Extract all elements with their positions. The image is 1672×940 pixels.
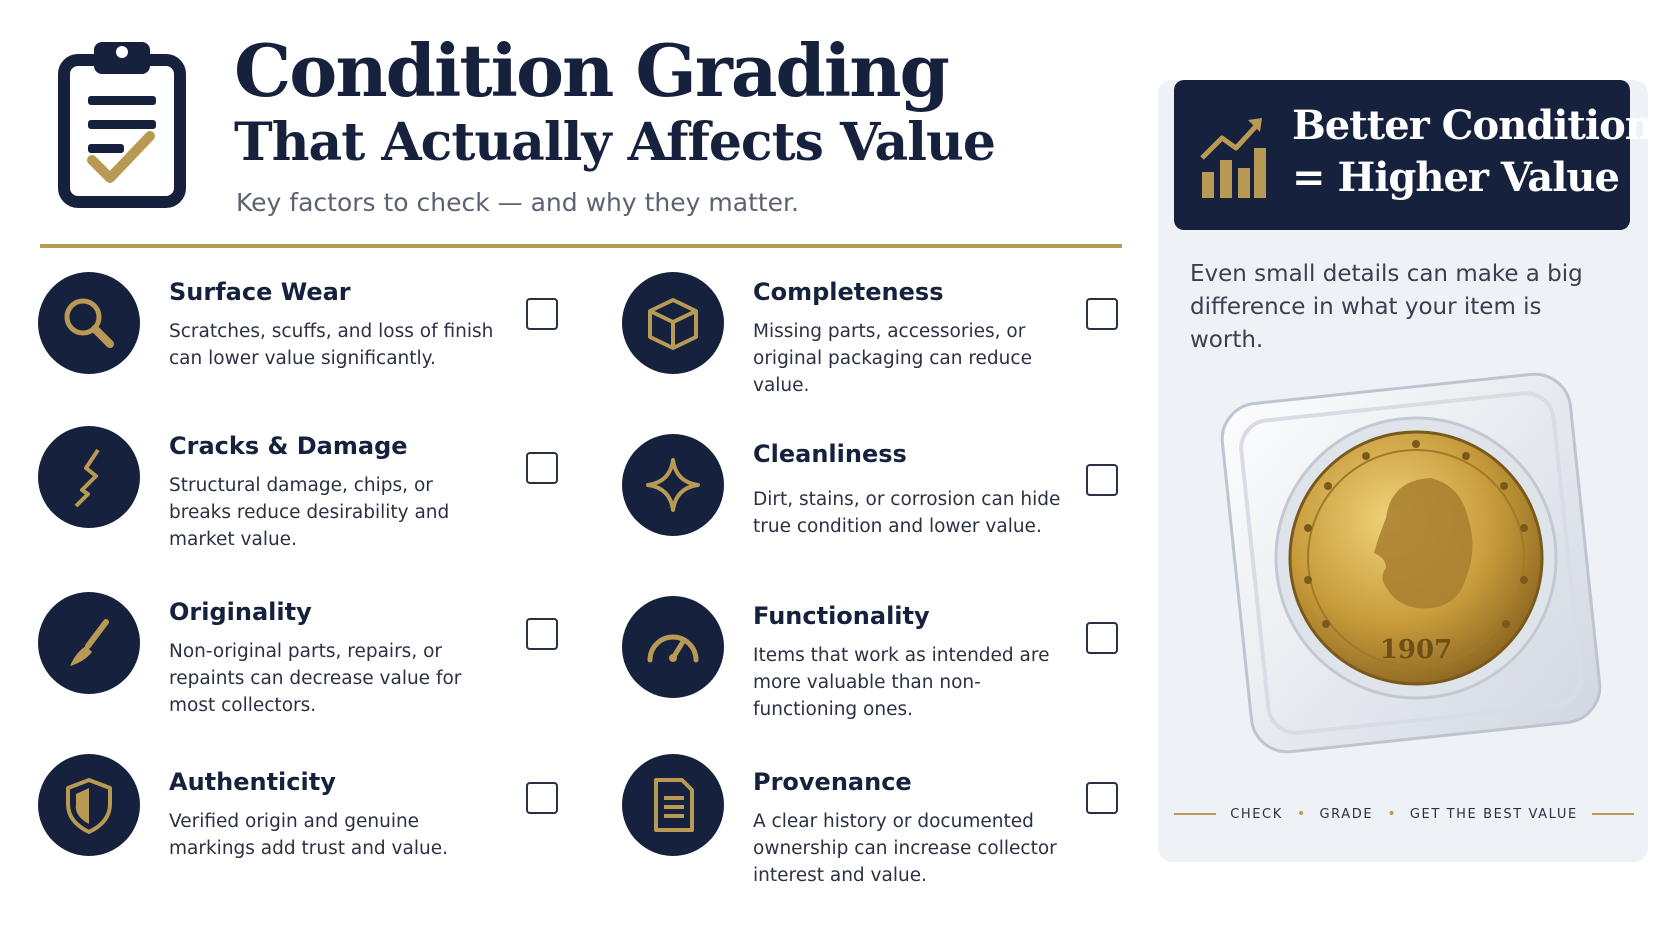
document-icon: [622, 754, 724, 856]
coin-year: 1907: [1380, 635, 1452, 665]
factor-checkbox[interactable]: [526, 298, 558, 330]
box-icon: [622, 272, 724, 374]
factor-title: Originality: [169, 598, 312, 626]
factor-checkbox[interactable]: [1086, 782, 1118, 814]
factor-description: A clear history or documented ownership …: [753, 811, 1057, 886]
value-banner: Better Condition = Higher Value: [1174, 80, 1654, 230]
factor-item-surface-wear: Surface Wear Scratches, scuffs, and loss…: [38, 272, 598, 402]
factor-item-cleanliness: Cleanliness Dirt, stains, or corrosion c…: [622, 434, 1182, 564]
page-tagline: Key factors to check — and why they matt…: [236, 188, 799, 217]
footer-tag-best-value: GET THE BEST VALUE: [1409, 806, 1578, 822]
banner-heading-line1: Better Condition: [1292, 102, 1654, 149]
factor-checkbox[interactable]: [1086, 622, 1118, 654]
factor-description: Scratches, scuffs, and loss of finish ca…: [169, 321, 494, 369]
coin-in-capsule-image: 1907: [1220, 372, 1602, 754]
bar-chart-up-icon: [1200, 118, 1266, 198]
factor-description: Structural damage, chips, or breaks redu…: [169, 475, 450, 550]
footer-rule-right: [1592, 813, 1634, 815]
factor-item-cracks-damage: Cracks & Damage Structural damage, chips…: [38, 426, 598, 556]
factor-description: Non-original parts, repairs, or repaints…: [169, 641, 462, 716]
factor-item-functionality: Functionality Items that work as intende…: [622, 596, 1182, 726]
shield-icon: [38, 754, 140, 856]
footer-rule-left: [1174, 813, 1216, 815]
footer-separator: •: [1387, 806, 1396, 822]
header-divider: [40, 244, 1122, 248]
paintbrush-icon: [38, 592, 140, 694]
page-subtitle: That Actually Affects Value: [234, 112, 996, 173]
factor-description: Items that work as intended are more val…: [753, 645, 1050, 720]
factor-item-provenance: Provenance A clear history or documented…: [622, 754, 1182, 886]
factor-description: Dirt, stains, or corrosion can hide true…: [753, 489, 1061, 537]
factor-description: Missing parts, accessories, or original …: [753, 321, 1032, 396]
factor-item-originality: Originality Non-original parts, repairs,…: [38, 592, 598, 722]
crack-icon: [38, 426, 140, 528]
panel-footer: CHECK • GRADE • GET THE BEST VALUE: [1174, 799, 1634, 829]
factor-title: Cleanliness: [753, 440, 907, 468]
panel-description: Even small details can make a big differ…: [1190, 261, 1583, 353]
factor-title: Completeness: [753, 278, 944, 306]
value-panel: Better Condition = Higher Value Even sma…: [1158, 80, 1654, 862]
factor-item-authenticity: Authenticity Verified origin and genuine…: [38, 754, 598, 884]
factor-item-completeness: Completeness Missing parts, accessories,…: [622, 272, 1182, 402]
factor-description: Verified origin and genuine markings add…: [169, 811, 448, 859]
gauge-icon: [622, 596, 724, 698]
footer-tag-grade: GRADE: [1319, 806, 1374, 822]
footer-separator: •: [1297, 806, 1306, 822]
factor-title: Provenance: [753, 768, 912, 796]
factor-title: Functionality: [753, 602, 930, 630]
footer-tag-check: CHECK: [1230, 806, 1283, 822]
magnifier-icon: [38, 272, 140, 374]
factor-checkbox[interactable]: [1086, 464, 1118, 496]
clipboard-check-icon: [58, 42, 186, 208]
banner-heading-line2: = Higher Value: [1292, 154, 1620, 201]
factor-checkbox[interactable]: [526, 618, 558, 650]
factor-checkbox[interactable]: [1086, 298, 1118, 330]
factor-title: Cracks & Damage: [169, 432, 408, 460]
factor-checkbox[interactable]: [526, 782, 558, 814]
factor-title: Surface Wear: [169, 278, 351, 306]
factor-title: Authenticity: [169, 768, 336, 796]
sparkle-icon: [622, 434, 724, 536]
factor-checkbox[interactable]: [526, 452, 558, 484]
page-title: Condition Grading: [234, 28, 950, 113]
